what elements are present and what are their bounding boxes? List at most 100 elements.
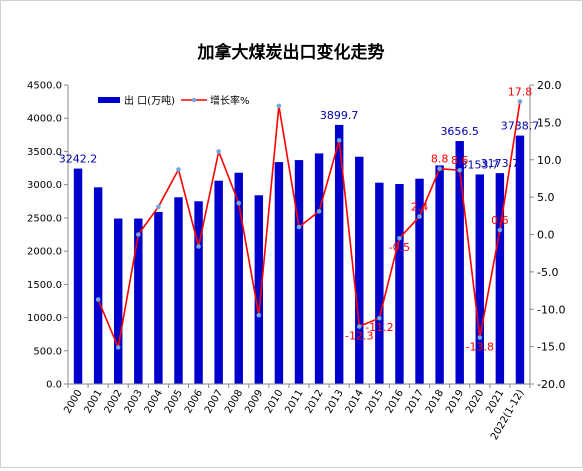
line-point [497,227,503,233]
line-point [236,200,242,206]
chart-title: 加拿大煤炭出口变化走势 [197,42,385,63]
x-tick-label: 2004 [143,388,165,416]
line-point [115,345,121,350]
x-tick-label: 2018 [424,388,446,416]
right-tick-label: 10.0 [537,154,562,167]
bar-series [73,124,525,384]
left-tick-label: 4500.0 [27,81,62,92]
line-point [356,324,362,329]
right-tick-label: -5.0 [537,266,558,279]
line-point [256,312,262,318]
line-data-label: -11.2 [365,321,393,334]
x-tick-label: 2019 [444,388,466,416]
right-tick-label: -20.0 [537,378,565,391]
legend-line-label: 增长率% [210,94,250,107]
x-tick-label: 2001 [82,388,104,416]
x-tick-label: 2013 [324,388,346,416]
left-tick-label: 3000.0 [27,180,62,191]
line-series [95,99,523,351]
line-point [196,244,201,249]
line-data-label: -0.5 [389,241,410,254]
bar [134,218,143,384]
legend-line-marker [191,97,197,103]
line-data-label: 8.6 [451,154,469,167]
bar [355,156,364,384]
bar [234,172,243,384]
line-data-label: 2.4 [411,201,429,214]
line-point [336,138,342,143]
bar-data-label: 3738.7 [501,120,540,133]
legend-bar-swatch [98,97,120,103]
right-tick-label: 20.0 [537,79,562,92]
bar [435,165,444,384]
bar [314,153,324,384]
line-point [95,297,101,302]
bar [274,162,284,384]
line-data-label: -13.8 [466,341,494,354]
bar-data-label: 3173.7 [481,157,520,170]
line-point [477,335,483,340]
bar [475,174,485,384]
x-tick-label: 2012 [303,388,325,416]
left-tick-label: 0.0 [46,380,62,391]
bar-data-label: 3899.7 [320,109,359,122]
bar [495,173,505,384]
line-point [517,99,523,104]
bar [375,182,384,384]
x-tick-label: 2017 [404,388,426,416]
bar-data-label: 3242.2 [59,153,98,166]
x-tick-label: 2010 [263,388,285,416]
right-tick-label: -15.0 [537,341,565,354]
left-tick-label: 1000.0 [27,313,62,324]
growth-rate-line [97,101,521,351]
bar [334,124,344,384]
line-point [457,167,462,173]
left-tick-label: 1500.0 [27,280,62,291]
left-tick-label: 2500.0 [27,213,62,224]
bar [214,180,223,384]
x-tick-label: 2020 [464,388,486,416]
bar [113,218,123,384]
left-tick-label: 4000.0 [27,114,62,125]
x-tick-label: 2008 [223,388,245,416]
x-tick-label: 2011 [283,388,305,416]
x-tick-label: 2006 [183,388,205,416]
right-tick-label: -10.0 [537,303,565,316]
left-tick-label: 500.0 [33,346,62,357]
legend-bar-label: 出 口(万吨) [124,94,175,107]
line-point [417,214,422,219]
legend: 出 口(万吨) 增长率% [98,94,250,107]
x-tick-label: 2003 [123,388,145,416]
x-tick-label: 2000 [62,388,84,416]
bar [455,141,464,384]
right-axis: -20.0 -15.0 -10.0 -5.0 0.0 5.0 10.0 15.0 20.0 [529,79,565,391]
line-point [397,235,402,241]
line-point [136,232,141,237]
line-point [276,103,282,109]
line-data-label: 17.8 [508,85,533,98]
bar [254,195,264,384]
bar [395,184,404,384]
line-point [156,204,161,210]
x-tick-label: 2016 [384,388,406,416]
line-point [296,224,302,230]
line-point [176,167,181,172]
line-point [216,149,221,154]
right-tick-label: 15.0 [537,116,562,129]
x-tick-label: 2009 [243,388,265,416]
right-tick-label: 0.0 [537,229,555,242]
bar [415,178,424,384]
line-data-label: 0.6 [491,214,509,227]
bar [154,211,163,384]
line-point [316,209,322,214]
x-tick-label: 2015 [364,388,386,416]
line-point [437,166,442,172]
left-axis: 0.0 500.0 1000.0 1500.0 2000.0 2500.0 3000.0 35… [27,81,69,391]
x-tick-label: 2014 [344,388,366,416]
bar [515,135,525,384]
x-tick-label: 2005 [163,388,185,416]
bar [93,187,103,384]
